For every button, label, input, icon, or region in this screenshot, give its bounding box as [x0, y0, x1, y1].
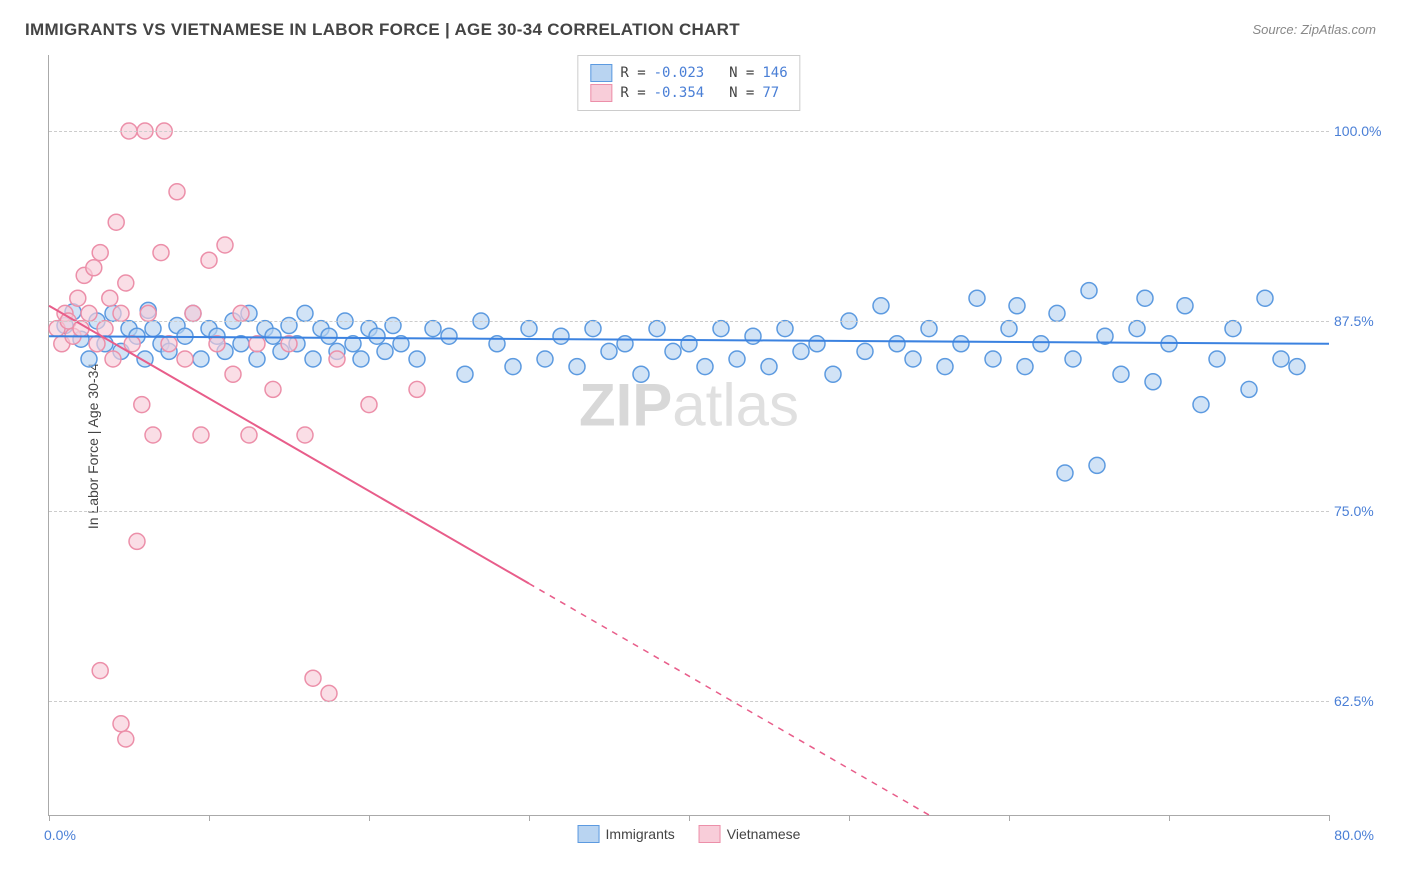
swatch-vietnamese [590, 84, 612, 102]
chart-title: IMMIGRANTS VS VIETNAMESE IN LABOR FORCE … [25, 20, 740, 40]
y-tick-label: 75.0% [1334, 503, 1389, 519]
y-tick-label: 100.0% [1334, 123, 1389, 139]
stats-legend: R = -0.023 N = 146 R = -0.354 N = 77 [577, 55, 800, 111]
source-label: Source: ZipAtlas.com [1252, 22, 1376, 37]
x-tick [529, 815, 530, 821]
gridline [49, 701, 1329, 702]
gridline [49, 131, 1329, 132]
x-tick [1329, 815, 1330, 821]
chart-container: IMMIGRANTS VS VIETNAMESE IN LABOR FORCE … [0, 0, 1406, 892]
x-axis-max-label: 80.0% [1334, 827, 1374, 843]
gridline [49, 511, 1329, 512]
swatch-icon [699, 825, 721, 843]
swatch-icon [578, 825, 600, 843]
series-legend: Immigrants Vietnamese [578, 825, 801, 843]
gridline [49, 321, 1329, 322]
x-axis-min-label: 0.0% [44, 827, 76, 843]
x-tick [209, 815, 210, 821]
stats-row-immigrants: R = -0.023 N = 146 [590, 64, 787, 82]
x-tick [1169, 815, 1170, 821]
swatch-immigrants [590, 64, 612, 82]
legend-item-vietnamese: Vietnamese [699, 825, 801, 843]
y-tick-label: 62.5% [1334, 693, 1389, 709]
legend-item-immigrants: Immigrants [578, 825, 675, 843]
x-tick [1009, 815, 1010, 821]
x-tick [689, 815, 690, 821]
x-tick [49, 815, 50, 821]
y-tick-label: 87.5% [1334, 313, 1389, 329]
stats-row-vietnamese: R = -0.354 N = 77 [590, 84, 787, 102]
x-tick [369, 815, 370, 821]
plot-area: ZIPatlas R = -0.023 N = 146 R = -0.354 N… [48, 55, 1329, 816]
x-tick [849, 815, 850, 821]
